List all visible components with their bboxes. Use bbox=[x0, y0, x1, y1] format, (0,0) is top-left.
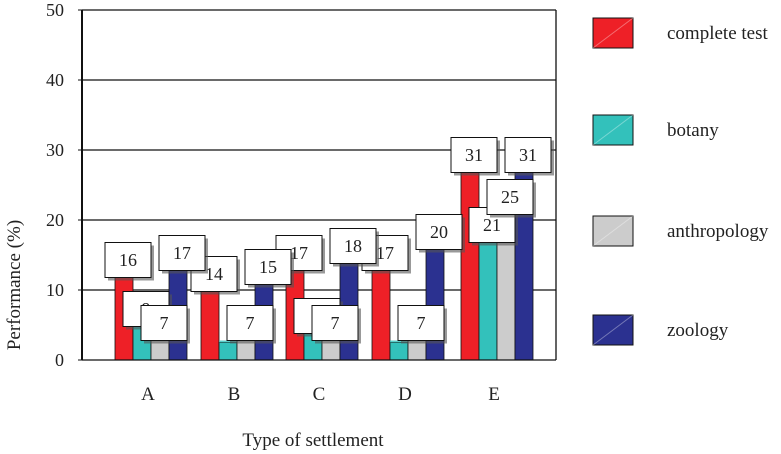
legend: complete test botany anthropology zoology bbox=[592, 17, 769, 346]
y-tick-label: 10 bbox=[46, 280, 64, 300]
legend-label: complete test bbox=[667, 23, 768, 44]
data-label: 7 bbox=[311, 305, 361, 344]
y-tick-label: 30 bbox=[46, 140, 64, 160]
data-label-text: 16 bbox=[119, 250, 137, 270]
bar-botany-D bbox=[389, 342, 409, 361]
legend-item: complete test bbox=[592, 17, 768, 49]
data-label: 7 bbox=[226, 305, 276, 344]
data-label-text: 17 bbox=[173, 243, 191, 263]
data-label: 16 bbox=[104, 242, 154, 281]
data-label-text: 7 bbox=[160, 313, 169, 333]
bar-cap bbox=[390, 340, 408, 343]
legend-item: zoology bbox=[592, 314, 729, 346]
data-label-text: 17 bbox=[376, 243, 394, 263]
data-label-text: 31 bbox=[465, 145, 483, 165]
data-label: 7 bbox=[397, 305, 447, 344]
legend-swatch bbox=[592, 17, 634, 49]
x-tick-label: B bbox=[228, 384, 241, 405]
data-label: 31 bbox=[504, 137, 554, 176]
y-tick-label: 40 bbox=[46, 70, 64, 90]
data-label-text: 7 bbox=[331, 313, 340, 333]
legend-swatch bbox=[592, 215, 634, 247]
x-tick-label: E bbox=[488, 384, 500, 405]
data-label: 17 bbox=[158, 235, 208, 274]
data-label-text: 17 bbox=[290, 243, 308, 263]
bar-zoology-E bbox=[514, 142, 534, 361]
bar-botany-B bbox=[218, 342, 238, 361]
legend-label: botany bbox=[667, 120, 719, 141]
legend-swatch bbox=[592, 314, 634, 346]
data-label-text: 7 bbox=[417, 313, 426, 333]
x-axis-title: Type of settlement bbox=[242, 430, 384, 451]
x-tick-label: A bbox=[141, 384, 155, 405]
data-label-text: 18 bbox=[344, 236, 362, 256]
data-label: 31 bbox=[450, 137, 500, 176]
x-tick-label: D bbox=[398, 384, 412, 405]
y-tick-label: 0 bbox=[55, 350, 64, 370]
data-label: 7 bbox=[140, 305, 190, 344]
y-tick-label: 20 bbox=[46, 210, 64, 230]
data-label-text: 14 bbox=[205, 264, 223, 284]
legend-label: zoology bbox=[667, 320, 729, 341]
data-label: 21 bbox=[468, 207, 518, 246]
data-labels: 161417173198217777251715182031 bbox=[104, 137, 554, 344]
data-label: 18 bbox=[329, 228, 379, 267]
data-label-text: 25 bbox=[501, 187, 519, 207]
legend-item: botany bbox=[592, 114, 719, 146]
legend-label: anthropology bbox=[667, 221, 769, 242]
legend-item: anthropology bbox=[592, 215, 769, 247]
x-tick-label: C bbox=[313, 384, 326, 405]
data-label-text: 20 bbox=[430, 222, 448, 242]
legend-swatch bbox=[592, 114, 634, 146]
y-axis-title: Performance (%) bbox=[4, 220, 25, 350]
data-label: 20 bbox=[415, 214, 465, 253]
data-label: 25 bbox=[486, 179, 536, 218]
data-label-text: 15 bbox=[259, 257, 277, 277]
bar-cap bbox=[219, 340, 237, 343]
y-tick-label: 50 bbox=[46, 0, 64, 20]
data-label: 15 bbox=[244, 249, 294, 288]
data-label-text: 21 bbox=[483, 215, 501, 235]
data-label-text: 7 bbox=[246, 313, 255, 333]
axes: 0 10 20 30 40 50 A B C D E bbox=[46, 0, 557, 405]
data-label-text: 31 bbox=[519, 145, 537, 165]
